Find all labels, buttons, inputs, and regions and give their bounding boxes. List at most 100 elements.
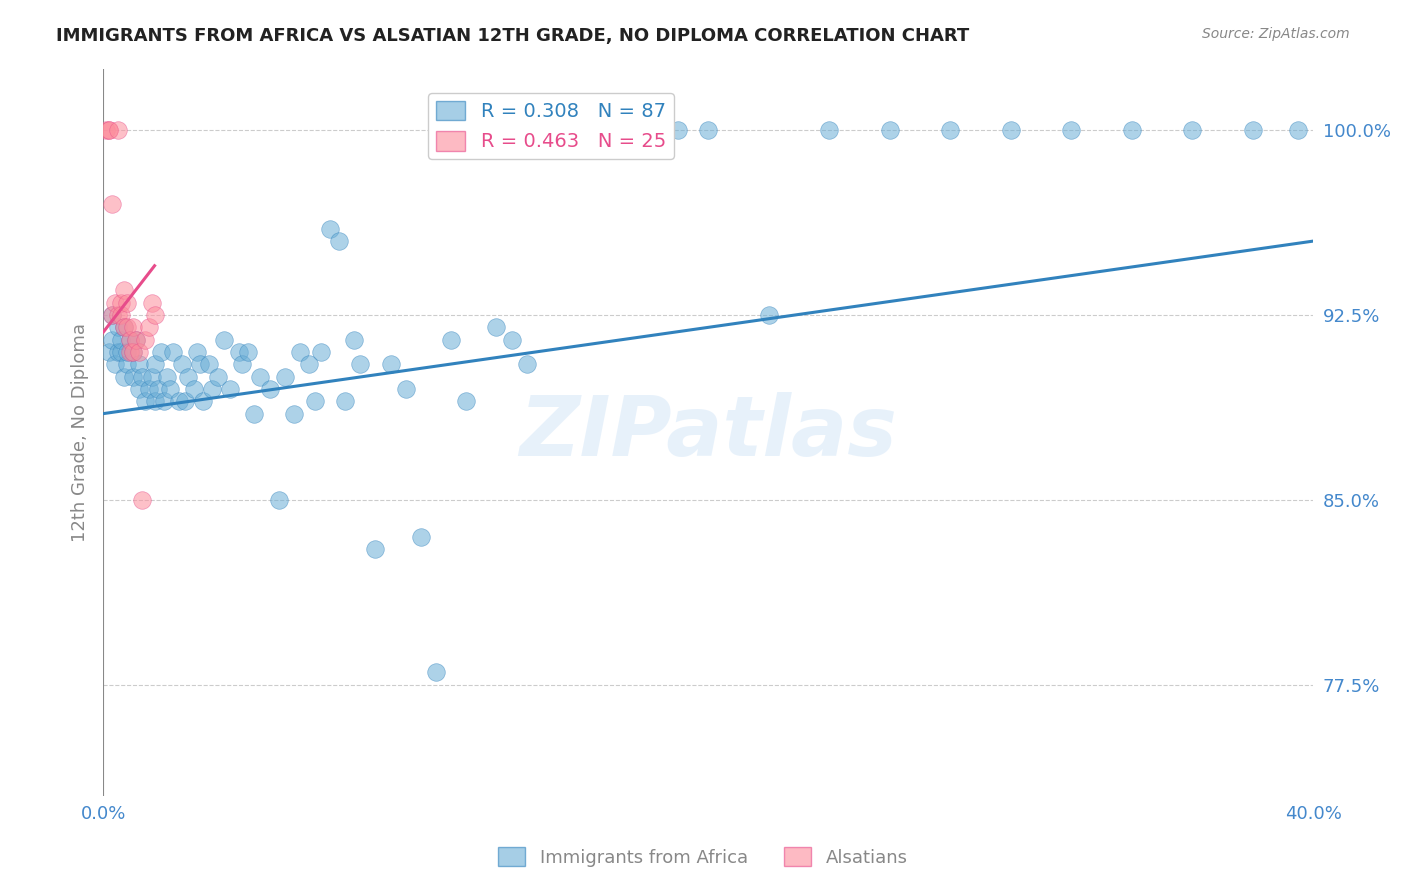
Point <box>186 345 208 359</box>
Point <box>96 123 118 137</box>
Point <box>207 369 229 384</box>
Point <box>485 320 508 334</box>
Point <box>101 308 124 322</box>
Legend: Immigrants from Africa, Alsatians: Immigrants from Africa, Alsatians <box>491 840 915 874</box>
Point <box>183 382 205 396</box>
Point <box>112 320 135 334</box>
Point <box>309 345 332 359</box>
Point <box>576 123 599 137</box>
Point <box>697 123 720 137</box>
Point <box>125 333 148 347</box>
Point <box>606 123 628 137</box>
Point <box>333 394 356 409</box>
Point <box>134 333 156 347</box>
Point <box>143 357 166 371</box>
Point <box>122 345 145 359</box>
Point <box>104 295 127 310</box>
Point <box>177 369 200 384</box>
Legend: R = 0.308   N = 87, R = 0.463   N = 25: R = 0.308 N = 87, R = 0.463 N = 25 <box>427 93 673 159</box>
Point <box>298 357 321 371</box>
Point <box>117 295 139 310</box>
Point <box>131 492 153 507</box>
Point <box>122 345 145 359</box>
Point <box>173 394 195 409</box>
Point <box>319 221 342 235</box>
Point <box>107 123 129 137</box>
Point <box>120 333 142 347</box>
Point <box>128 382 150 396</box>
Point <box>167 394 190 409</box>
Point <box>110 295 132 310</box>
Point <box>939 123 962 137</box>
Point <box>138 320 160 334</box>
Point <box>249 369 271 384</box>
Point <box>152 394 174 409</box>
Point <box>107 320 129 334</box>
Point <box>146 382 169 396</box>
Point <box>188 357 211 371</box>
Point <box>112 284 135 298</box>
Point <box>143 394 166 409</box>
Point <box>516 357 538 371</box>
Point <box>117 357 139 371</box>
Point <box>134 394 156 409</box>
Point <box>1181 123 1204 137</box>
Point <box>107 345 129 359</box>
Point <box>141 369 163 384</box>
Point <box>349 357 371 371</box>
Point <box>120 333 142 347</box>
Point <box>110 345 132 359</box>
Point <box>219 382 242 396</box>
Point <box>141 295 163 310</box>
Point <box>328 234 350 248</box>
Point <box>162 345 184 359</box>
Point <box>1286 123 1309 137</box>
Point <box>273 369 295 384</box>
Point <box>156 369 179 384</box>
Point <box>117 345 139 359</box>
Point <box>122 320 145 334</box>
Point <box>1121 123 1143 137</box>
Point <box>1000 123 1022 137</box>
Point <box>425 665 447 680</box>
Point <box>228 345 250 359</box>
Point <box>128 357 150 371</box>
Point <box>212 333 235 347</box>
Point <box>879 123 901 137</box>
Point <box>104 357 127 371</box>
Point <box>758 308 780 322</box>
Point <box>122 369 145 384</box>
Text: ZIPatlas: ZIPatlas <box>519 392 897 473</box>
Point <box>131 369 153 384</box>
Y-axis label: 12th Grade, No Diploma: 12th Grade, No Diploma <box>72 323 89 541</box>
Point <box>191 394 214 409</box>
Point <box>637 123 659 137</box>
Point <box>125 333 148 347</box>
Point <box>112 320 135 334</box>
Point <box>101 333 124 347</box>
Point <box>283 407 305 421</box>
Point <box>395 382 418 396</box>
Point <box>117 320 139 334</box>
Point <box>666 123 689 137</box>
Point <box>1060 123 1083 137</box>
Point <box>304 394 326 409</box>
Point <box>110 333 132 347</box>
Point <box>818 123 841 137</box>
Point <box>343 333 366 347</box>
Text: IMMIGRANTS FROM AFRICA VS ALSATIAN 12TH GRADE, NO DIPLOMA CORRELATION CHART: IMMIGRANTS FROM AFRICA VS ALSATIAN 12TH … <box>56 27 970 45</box>
Point <box>440 333 463 347</box>
Point <box>159 382 181 396</box>
Point <box>107 308 129 322</box>
Point <box>231 357 253 371</box>
Point <box>98 345 121 359</box>
Point <box>170 357 193 371</box>
Point <box>101 308 124 322</box>
Point <box>288 345 311 359</box>
Point <box>364 542 387 557</box>
Point <box>267 492 290 507</box>
Point <box>128 345 150 359</box>
Point <box>98 123 121 137</box>
Point <box>409 530 432 544</box>
Point <box>112 369 135 384</box>
